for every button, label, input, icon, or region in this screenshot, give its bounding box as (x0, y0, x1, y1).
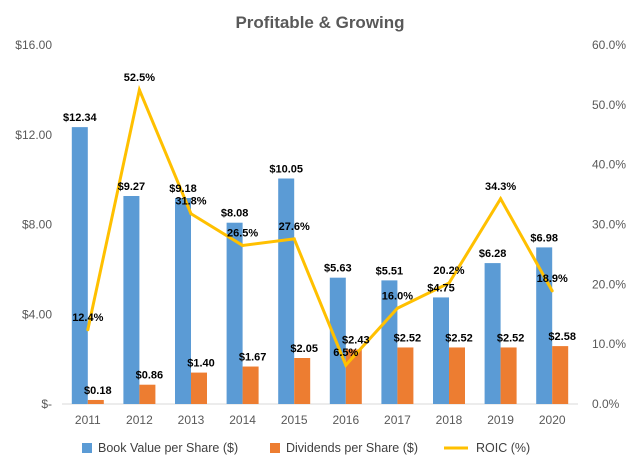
roic-series-line (86, 84, 554, 368)
roic-point (395, 306, 399, 310)
roic-data-label: 6.5% (333, 347, 358, 359)
x-tick-label: 2013 (178, 413, 205, 427)
y-right-tick-label: 30.0% (592, 218, 626, 232)
dividend-data-label: $2.05 (290, 343, 318, 355)
book-value-data-label: $12.34 (63, 112, 98, 124)
legend: Book Value per Share ($) Dividends per Sh… (82, 441, 530, 455)
roic-point (292, 237, 296, 241)
y-left-tick-label: $8.00 (22, 218, 52, 232)
dividend-data-label: $0.86 (136, 370, 164, 382)
bar-book-value (329, 277, 346, 404)
chart-title: Profitable & Growing (235, 13, 404, 32)
roic-point (447, 281, 451, 285)
bar-book-value (433, 297, 449, 404)
book-value-data-label: $5.63 (324, 263, 352, 275)
bar-book-value (278, 178, 295, 404)
roic-point (86, 328, 90, 332)
dividend-data-label: $1.67 (239, 352, 267, 364)
data-labels: $12.34 $0.18 $9.27 $0.86 $9.18 $1.40 $8.08 $1.6… (63, 72, 576, 397)
book-value-data-label: $4.75 (427, 282, 455, 294)
legend-dividends-swatch (270, 443, 280, 453)
x-tick-label: 2019 (487, 413, 514, 427)
y-right-tick-label: 0.0% (592, 397, 620, 411)
roic-data-label: 12.4% (72, 312, 103, 324)
roic-point (241, 243, 245, 247)
y-left-tick-label: $- (41, 397, 52, 411)
x-tick-label: 2011 (75, 413, 101, 427)
y-left-tick-label: $4.00 (22, 307, 52, 321)
bar-book-value (71, 127, 88, 404)
bar-book-value (123, 196, 140, 404)
bar-dividends (139, 384, 156, 404)
x-tick-label: 2016 (332, 413, 359, 427)
y-left-tick-label: $12.00 (15, 128, 52, 142)
book-value-data-label: $6.28 (479, 248, 507, 260)
roic-data-label: 20.2% (433, 265, 464, 277)
bar-book-value (175, 198, 191, 404)
roic-data-label: 18.9% (537, 273, 568, 285)
book-value-data-label: $10.05 (269, 164, 303, 176)
book-value-data-label: $8.08 (221, 208, 249, 220)
bar-dividends (294, 358, 311, 404)
roic-data-label: 34.3% (485, 181, 516, 193)
axes: $- $4.00 $8.00 $12.00 $16.00 0.0% 10.0% 20.0% 30… (15, 38, 626, 427)
dividend-data-label: $0.18 (84, 385, 112, 397)
roic-data-label: 27.6% (279, 221, 310, 233)
y-right-tick-label: 10.0% (592, 337, 626, 351)
roic-point (499, 197, 503, 201)
x-tick-label: 2017 (384, 413, 411, 427)
bar-dividends (242, 366, 259, 404)
legend-dividends-label: Dividends per Share ($) (286, 441, 418, 455)
dividend-data-label: $2.58 (548, 331, 576, 343)
roic-data-label: 16.0% (382, 290, 413, 302)
x-tick-label: 2012 (126, 413, 153, 427)
bar-dividends (449, 347, 465, 404)
roic-data-label: 31.8% (175, 196, 206, 208)
dividend-data-label: $2.52 (497, 332, 525, 344)
x-tick-label: 2018 (436, 413, 463, 427)
x-tick-label: 2020 (539, 413, 566, 427)
book-value-data-label: $9.27 (118, 181, 146, 193)
book-value-data-label: $9.18 (169, 183, 197, 195)
bar-dividends (191, 372, 207, 404)
legend-book-value-label: Book Value per Share ($) (98, 441, 238, 455)
bar-dividends (500, 347, 517, 404)
y-right-tick-label: 20.0% (592, 277, 626, 291)
bar-dividends (345, 349, 362, 404)
bars (71, 127, 569, 404)
dividend-data-label: $2.52 (445, 332, 473, 344)
x-tick-label: 2014 (229, 413, 256, 427)
y-right-tick-label: 50.0% (592, 98, 626, 112)
y-right-tick-label: 60.0% (592, 38, 626, 52)
y-left-tick-label: $16.00 (15, 38, 52, 52)
bar-dividends (397, 347, 414, 404)
bar-book-value (536, 247, 553, 404)
roic-point (189, 212, 193, 216)
bar-dividends (552, 346, 569, 404)
bar-book-value (484, 263, 501, 404)
legend-book-value-swatch (82, 443, 92, 453)
dividend-data-label: $2.43 (342, 334, 370, 346)
roic-point (344, 363, 348, 367)
bar-book-value (226, 222, 243, 404)
book-value-data-label: $6.98 (530, 232, 558, 244)
bar-dividends (87, 399, 104, 404)
y-right-tick-label: 40.0% (592, 158, 626, 172)
dividend-data-label: $1.40 (187, 358, 215, 370)
roic-point (137, 88, 141, 92)
roic-point (550, 289, 554, 293)
dividend-data-label: $2.52 (394, 332, 422, 344)
legend-roic-label: ROIC (%) (476, 441, 530, 455)
roic-data-label: 52.5% (124, 72, 155, 84)
x-tick-label: 2015 (281, 413, 308, 427)
roic-line (86, 84, 554, 368)
roic-data-label: 26.5% (227, 227, 258, 239)
book-value-data-label: $5.51 (376, 265, 404, 277)
